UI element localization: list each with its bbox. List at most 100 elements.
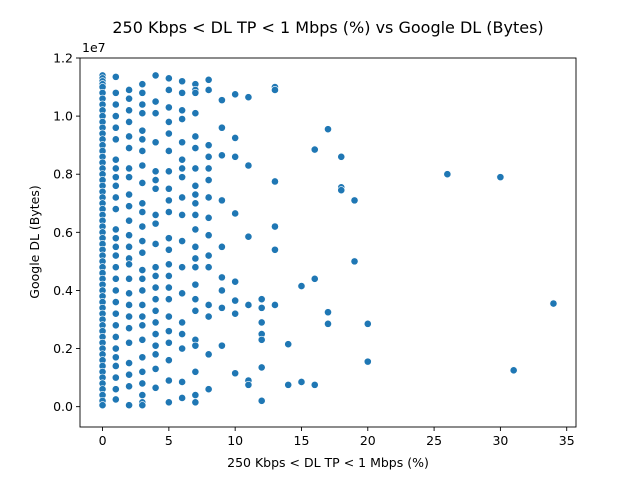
data-point xyxy=(164,208,173,216)
data-point xyxy=(164,147,173,155)
data-point xyxy=(125,260,133,269)
data-point xyxy=(138,147,147,155)
data-point xyxy=(125,231,133,240)
data-point xyxy=(164,272,173,280)
data-point xyxy=(111,72,120,81)
data-point xyxy=(231,152,240,161)
data-point xyxy=(138,109,147,118)
data-point xyxy=(164,327,173,336)
data-point xyxy=(138,126,147,135)
data-point xyxy=(111,112,120,121)
data-point xyxy=(164,196,173,205)
data-point xyxy=(178,318,187,327)
data-point xyxy=(151,167,160,176)
data-point xyxy=(138,208,147,216)
data-point xyxy=(191,367,200,376)
data-point xyxy=(111,353,120,362)
data-point xyxy=(191,225,200,234)
data-point xyxy=(191,391,200,399)
data-point xyxy=(138,199,147,208)
data-point xyxy=(204,301,213,309)
data-point xyxy=(125,382,133,391)
data-point xyxy=(138,222,147,231)
data-point xyxy=(125,359,133,367)
y-tick-label: 0.8 xyxy=(53,167,73,182)
data-point xyxy=(191,181,200,190)
data-point xyxy=(138,237,147,245)
data-point xyxy=(191,254,200,263)
data-point xyxy=(151,71,160,80)
data-point xyxy=(178,378,187,386)
data-point xyxy=(178,344,187,353)
data-point xyxy=(125,242,133,251)
data-point xyxy=(125,144,133,152)
data-point xyxy=(204,152,213,161)
x-tick-label: 10 xyxy=(227,433,243,448)
data-point xyxy=(125,190,133,199)
y-tick-label: 0.2 xyxy=(53,341,73,356)
data-point xyxy=(138,335,147,344)
data-point xyxy=(178,193,187,202)
data-point xyxy=(111,286,120,295)
data-point xyxy=(218,286,226,295)
y-tick-label: 0.0 xyxy=(53,399,73,414)
data-point xyxy=(218,123,226,132)
data-point xyxy=(164,356,173,365)
data-point xyxy=(164,338,173,347)
data-point xyxy=(125,338,133,347)
data-point xyxy=(111,193,120,202)
data-point xyxy=(191,109,200,118)
data-point xyxy=(218,96,226,105)
data-point xyxy=(218,242,226,251)
data-point xyxy=(231,134,240,142)
data-point xyxy=(284,340,293,349)
data-point xyxy=(111,298,120,306)
data-point xyxy=(151,350,160,359)
data-point xyxy=(363,357,372,366)
x-tick-label: 15 xyxy=(294,433,310,448)
data-point xyxy=(98,401,107,410)
data-point xyxy=(231,277,240,286)
data-point xyxy=(151,341,160,350)
data-point xyxy=(138,312,147,321)
data-point xyxy=(297,282,306,290)
data-point xyxy=(138,135,147,144)
data-point xyxy=(164,295,173,304)
data-point xyxy=(178,77,187,86)
data-point xyxy=(178,173,187,182)
data-point xyxy=(125,312,133,321)
data-point xyxy=(125,324,133,333)
data-point xyxy=(191,190,200,199)
data-point xyxy=(257,363,266,372)
data-point xyxy=(111,373,120,382)
data-point xyxy=(111,333,120,341)
data-point xyxy=(125,370,133,379)
data-point xyxy=(310,380,319,389)
data-point xyxy=(151,383,160,392)
data-point xyxy=(231,369,240,378)
data-point xyxy=(164,398,173,407)
data-point xyxy=(204,176,213,184)
data-point xyxy=(125,289,133,298)
data-point xyxy=(337,186,346,195)
data-point xyxy=(204,213,213,222)
x-axis: 0 5 10 15 20 25 30 35 xyxy=(99,427,575,448)
data-point xyxy=(164,167,173,176)
data-point xyxy=(178,237,187,245)
data-point xyxy=(111,234,120,243)
data-point xyxy=(164,234,173,243)
data-point xyxy=(138,88,147,97)
data-point xyxy=(191,306,200,315)
x-axis-label: 250 Kbps < DL TP < 1 Mbps (%) xyxy=(227,455,429,470)
data-point xyxy=(257,303,266,312)
data-point xyxy=(151,272,160,280)
data-point xyxy=(151,318,160,327)
data-point xyxy=(151,97,160,106)
data-point xyxy=(111,263,120,272)
data-point xyxy=(125,173,133,182)
x-tick-label: 25 xyxy=(426,433,442,448)
data-point xyxy=(151,184,160,193)
data-point xyxy=(111,100,120,109)
data-point xyxy=(151,263,160,272)
data-point xyxy=(111,123,120,132)
